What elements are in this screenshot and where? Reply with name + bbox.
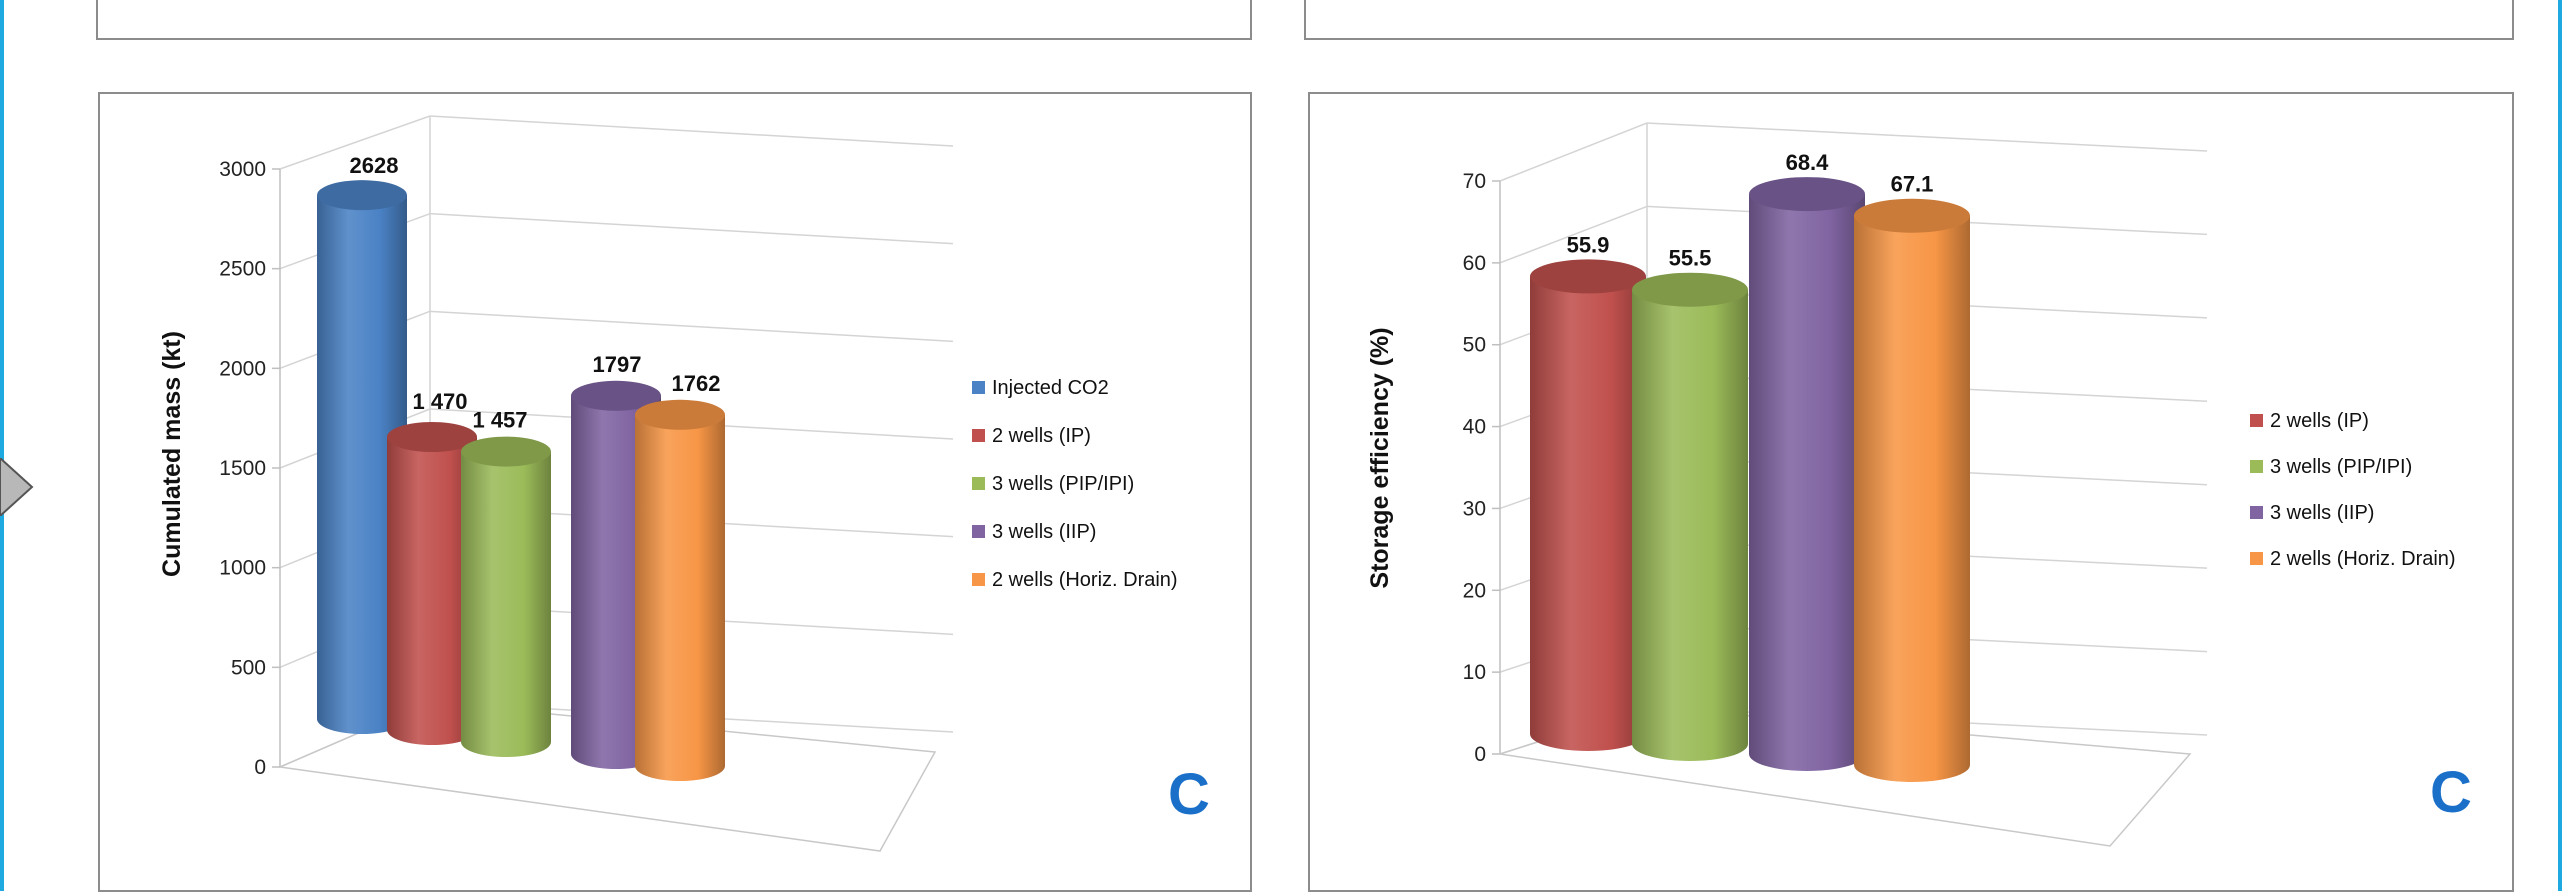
panel-letter: C bbox=[1168, 762, 1210, 827]
storage-efficiency-chart: 0 10 20 30 40 50 60 70 Storage efficiency (%) 55.… bbox=[1366, 122, 2472, 847]
data-label: 2628 bbox=[350, 153, 399, 178]
bar-2-wells-ip bbox=[1530, 259, 1646, 751]
legend: Injected CO2 2 wells (IP) 3 wells (PIP/IPI… bbox=[972, 377, 1178, 591]
legend-swatch bbox=[2250, 506, 2263, 519]
y-tick-label: 60 bbox=[1463, 252, 1486, 275]
data-label: 1797 bbox=[593, 352, 642, 377]
back-gridline bbox=[429, 212, 954, 245]
back-gridline bbox=[429, 115, 954, 147]
y-tick-label: 1500 bbox=[219, 457, 266, 480]
bar-3-wells-iip bbox=[1749, 177, 1865, 771]
y-axis-title: Storage efficiency (%) bbox=[1366, 327, 1394, 588]
bar-top bbox=[635, 399, 725, 430]
bar-2-wells-horiz-drain bbox=[635, 399, 725, 781]
y-tick-label: 2500 bbox=[219, 258, 266, 281]
data-label: 55.9 bbox=[1567, 232, 1610, 257]
bar-body bbox=[1749, 194, 1865, 771]
y-tick-label: 1000 bbox=[219, 557, 266, 580]
bar-2-wells-horiz-drain bbox=[1854, 198, 1970, 782]
y-tick-label: 0 bbox=[1474, 743, 1486, 766]
bar-top bbox=[317, 180, 407, 211]
bar-2-wells-ip bbox=[387, 421, 477, 745]
legend-swatch bbox=[972, 381, 985, 394]
legend-entry: Injected CO2 bbox=[992, 377, 1109, 399]
bar-top bbox=[387, 421, 477, 452]
legend-swatch bbox=[2250, 414, 2263, 427]
panel-letter: C bbox=[2430, 760, 2472, 825]
legend-swatch bbox=[972, 525, 985, 538]
legend-entry: 2 wells (IP) bbox=[2270, 410, 2369, 432]
side-gridline bbox=[279, 115, 431, 170]
bar-body bbox=[1530, 276, 1646, 751]
side-gridline bbox=[1499, 122, 1648, 182]
y-tick-label: 2000 bbox=[219, 357, 266, 380]
data-label: 1 470 bbox=[412, 389, 467, 414]
bar-body bbox=[317, 195, 407, 735]
y-tick-label: 10 bbox=[1463, 661, 1486, 684]
legend: 2 wells (IP) 3 wells (PIP/IPI) 3 wells (II… bbox=[2250, 410, 2456, 570]
previous-arrow-icon[interactable] bbox=[0, 458, 34, 516]
bar-injected-co2 bbox=[317, 180, 407, 735]
top-right-panel bbox=[1304, 0, 2514, 40]
y-tick-label: 500 bbox=[231, 656, 266, 679]
bar-top bbox=[1632, 272, 1748, 307]
data-label: 1 457 bbox=[472, 408, 527, 433]
y-tick-label: 3000 bbox=[219, 158, 266, 181]
chart-panel-storage-efficiency: 0 10 20 30 40 50 60 70 Storage efficiency (%) 55.… bbox=[1308, 92, 2514, 892]
y-tick-label: 70 bbox=[1463, 170, 1486, 193]
legend-entry: 2 wells (IP) bbox=[992, 425, 1091, 447]
legend-entry: 2 wells (Horiz. Drain) bbox=[992, 569, 1178, 591]
right-frame-border bbox=[2558, 0, 2562, 891]
bar-body bbox=[1854, 215, 1970, 782]
y-tick-label: 20 bbox=[1463, 579, 1486, 602]
chart-panel-cumulated-mass: 0 500 1000 1500 2000 2500 3000 Cumulated mass (… bbox=[98, 92, 1252, 892]
side-gridline bbox=[1499, 205, 1648, 264]
top-left-panel bbox=[96, 0, 1252, 40]
legend-entry: 2 wells (Horiz. Drain) bbox=[2270, 548, 2456, 570]
left-frame-border bbox=[0, 0, 4, 891]
legend-swatch bbox=[2250, 552, 2263, 565]
data-label: 68.4 bbox=[1786, 150, 1830, 175]
bar-3-wells-pip-ipi bbox=[1632, 272, 1748, 761]
legend-swatch bbox=[2250, 460, 2263, 473]
cumulated-mass-chart: 0 500 1000 1500 2000 2500 3000 Cumulated mass (… bbox=[158, 115, 1210, 852]
y-tick-label: 0 bbox=[254, 756, 266, 779]
bar-top bbox=[571, 380, 661, 411]
legend-entry: 3 wells (IIP) bbox=[2270, 502, 2374, 524]
legend-swatch bbox=[972, 477, 985, 490]
y-tick-label: 50 bbox=[1463, 334, 1486, 357]
y-tick-label: 30 bbox=[1463, 497, 1486, 520]
back-gridline bbox=[429, 310, 954, 343]
legend-entry: 3 wells (PIP/IPI) bbox=[2270, 456, 2412, 478]
bar-3-wells-pip-ipi bbox=[461, 436, 551, 757]
legend-swatch bbox=[972, 429, 985, 442]
back-gridline bbox=[1646, 122, 2208, 152]
bar-body bbox=[635, 414, 725, 781]
legend-swatch bbox=[972, 573, 985, 586]
bar-body bbox=[387, 436, 477, 745]
bar-body bbox=[461, 451, 551, 757]
legend-entry: 3 wells (PIP/IPI) bbox=[992, 473, 1134, 495]
y-tick-label: 40 bbox=[1463, 416, 1486, 439]
bar-top bbox=[1854, 198, 1970, 233]
data-label: 67.1 bbox=[1891, 172, 1934, 197]
data-label: 1762 bbox=[672, 371, 721, 396]
data-label: 55.5 bbox=[1669, 246, 1712, 271]
y-axis-title: Cumulated mass (kt) bbox=[158, 331, 186, 577]
bar-top bbox=[461, 436, 551, 467]
bar-top bbox=[1749, 177, 1865, 212]
bar-body bbox=[1632, 289, 1748, 761]
bar-top bbox=[1530, 259, 1646, 294]
legend-entry: 3 wells (IIP) bbox=[992, 521, 1096, 543]
